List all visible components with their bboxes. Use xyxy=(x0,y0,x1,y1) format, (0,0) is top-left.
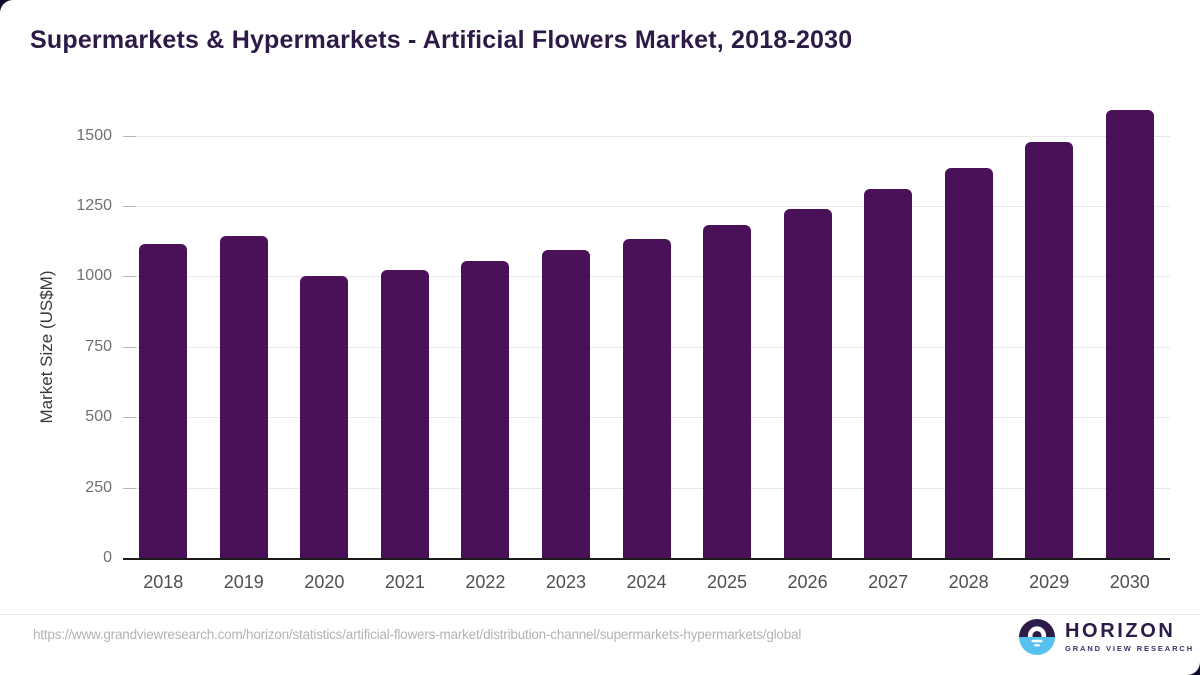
bar-2025 xyxy=(703,224,752,558)
gridline-y1250 xyxy=(123,206,1170,207)
bar-2028 xyxy=(944,167,993,558)
source-url: https://www.grandviewresearch.com/horizo… xyxy=(33,627,802,642)
logo-name: HORIZON xyxy=(1065,620,1176,642)
bar-2018 xyxy=(139,244,188,558)
horizon-sun-icon xyxy=(1019,619,1055,655)
gridline-y1500 xyxy=(123,135,1170,137)
x-tick-label-2021: 2021 xyxy=(384,572,425,592)
bar-2020 xyxy=(300,276,349,558)
horizon-logo: HORIZON GRAND VIEW RESEARCH xyxy=(1018,618,1194,656)
y-tick-label-500: 500 xyxy=(85,408,112,426)
x-tick-label-2026: 2026 xyxy=(787,572,828,592)
bar-2026 xyxy=(783,209,832,558)
x-tick-label-2027: 2027 xyxy=(868,572,909,592)
y-tick-label-0: 0 xyxy=(103,549,112,566)
screenshot-corner-cover-top-left xyxy=(0,0,13,13)
x-tick-label-2030: 2030 xyxy=(1109,572,1150,592)
y-tick-mark xyxy=(123,417,136,419)
bar-2030 xyxy=(1105,109,1154,558)
bar-2023 xyxy=(541,250,590,558)
y-tick-label-1500: 1500 xyxy=(76,126,112,144)
bar-2029 xyxy=(1025,141,1074,558)
y-tick-mark xyxy=(123,276,136,278)
x-tick-label-2020: 2020 xyxy=(304,572,345,592)
bar-2019 xyxy=(219,235,268,558)
y-tick-label-1000: 1000 xyxy=(76,267,112,285)
bar-2022 xyxy=(461,260,510,558)
y-tick-label-1250: 1250 xyxy=(76,197,112,214)
y-tick-label-250: 250 xyxy=(85,478,112,496)
x-tick-label-2019: 2019 xyxy=(223,572,264,592)
y-tick-mark xyxy=(123,206,136,207)
logo-text: HORIZON GRAND VIEW RESEARCH xyxy=(1065,621,1194,653)
x-tick-label-2025: 2025 xyxy=(707,572,748,592)
bar-2021 xyxy=(380,269,429,558)
x-tick-label-2029: 2029 xyxy=(1029,572,1070,592)
y-axis-title: Market Size (US$M) xyxy=(37,270,56,424)
x-tick-label-2018: 2018 xyxy=(143,572,184,592)
chart-title: Supermarkets & Hypermarkets - Artificial… xyxy=(30,26,853,54)
y-tick-mark xyxy=(123,135,136,137)
x-tick-label-2022: 2022 xyxy=(465,572,506,592)
y-tick-mark xyxy=(123,346,136,348)
x-tick-label-2023: 2023 xyxy=(545,572,586,592)
x-tick-label-2028: 2028 xyxy=(948,572,989,592)
y-tick-label-750: 750 xyxy=(85,337,112,355)
x-tick-label-2024: 2024 xyxy=(626,572,667,592)
bar-2024 xyxy=(622,239,671,558)
footer-divider xyxy=(0,614,1200,615)
x-axis-line xyxy=(123,558,1170,560)
logo-subtitle: GRAND VIEW RESEARCH xyxy=(1065,644,1195,653)
y-tick-mark xyxy=(123,487,136,489)
bar-2027 xyxy=(864,189,913,558)
